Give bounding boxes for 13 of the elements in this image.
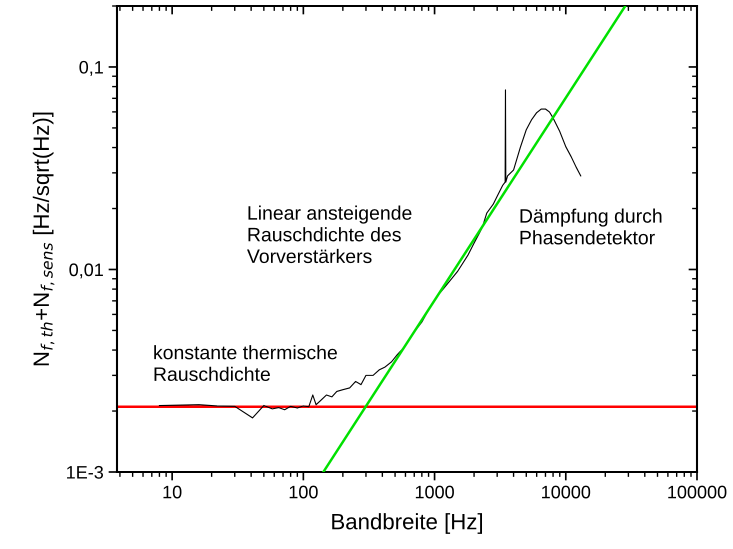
y-tick-label: 0,1: [79, 60, 103, 76]
y-tick-label: 0,01: [69, 263, 103, 278]
x-axis-title: Bandbreite [Hz]: [332, 513, 482, 534]
x-tick-label: 10000: [542, 486, 590, 498]
y-tick-label: 1E-3: [67, 466, 104, 479]
y-axis-title: N$_{f,th}$+N$_{f,sens}$ [Hz/sqrt(Hz)]: [32, 112, 54, 366]
x-tick-label: 10: [163, 486, 182, 498]
x-tick-label: 100: [290, 486, 318, 498]
annotation: Linear ansteigende Rauschdichte des Vorverstärkers: [247, 206, 412, 264]
x-tick-label: 1000: [416, 486, 454, 498]
annotation: Dämpfung durch Phasendetektor: [520, 208, 662, 244]
x-tick-label: 100000: [668, 486, 726, 498]
annotation: konstante thermische Rauschdichte: [154, 345, 337, 382]
